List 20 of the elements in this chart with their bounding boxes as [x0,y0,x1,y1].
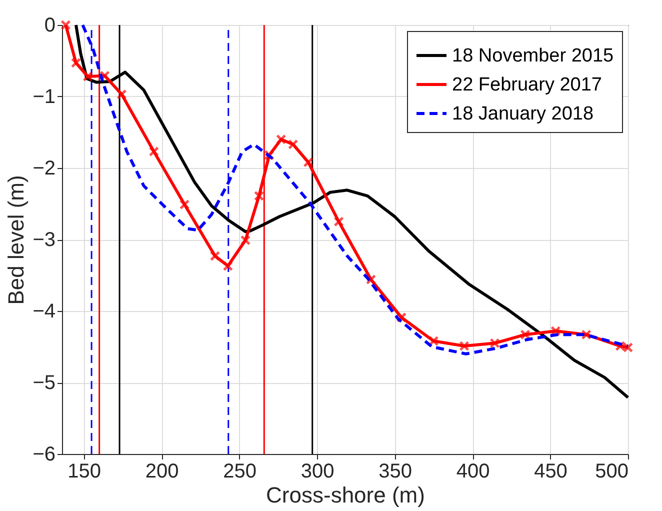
y-tick-label: −3 [32,229,56,251]
y-axis-title: Bed level (m) [4,175,29,305]
x-tick-label: 400 [456,460,490,482]
y-tick-label: −5 [32,372,56,394]
y-tick-label: −2 [32,158,56,180]
x-tick-label: 250 [223,460,256,482]
x-tick-label: 300 [300,460,334,482]
legend-label: 18 November 2015 [452,46,614,66]
x-tick-label: 350 [378,460,412,482]
y-tick-label: −4 [32,300,56,322]
x-tick-label: 500 [595,460,628,482]
legend-label: 18 January 2018 [452,104,594,124]
x-tick-label: 450 [534,460,568,482]
y-tick-label: −6 [32,444,56,466]
x-axis-title: Cross-shore (m) [266,482,425,508]
x-tick-label: 150 [68,460,101,482]
y-tick-label: −1 [32,86,56,108]
legend-label: 22 February 2017 [452,74,602,96]
x-tick-label: 200 [145,460,179,482]
y-tick-label: 0 [44,14,56,36]
